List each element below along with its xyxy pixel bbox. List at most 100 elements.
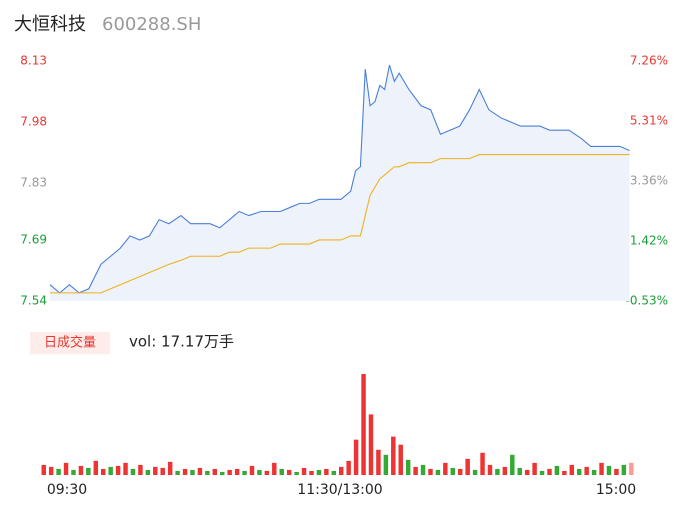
volume-bar xyxy=(420,464,426,475)
y-tick-label: 8.13 xyxy=(20,54,47,68)
volume-bar xyxy=(398,444,403,475)
y2-tick-label: -0.53% xyxy=(626,294,668,308)
volume-bar xyxy=(316,469,322,475)
volume-bar xyxy=(502,466,508,475)
volume-bar xyxy=(405,459,411,475)
volume-bar xyxy=(346,460,351,475)
volume-bar xyxy=(591,469,597,475)
volume-bar xyxy=(279,468,284,475)
y-tick-label: 7.69 xyxy=(20,232,47,246)
volume-bar xyxy=(458,468,463,475)
volume-bar xyxy=(234,468,240,475)
stock-name: 大恒科技 xyxy=(14,14,86,35)
volume-bar xyxy=(443,462,448,475)
volume-bar xyxy=(353,439,359,475)
volume-bar xyxy=(487,464,493,475)
volume-bar xyxy=(286,469,292,475)
volume-bar xyxy=(428,468,433,475)
volume-bar xyxy=(450,467,456,475)
volume-bar xyxy=(495,468,500,475)
y-tick-label: 7.54 xyxy=(20,294,47,308)
volume-bar xyxy=(167,461,173,475)
label-box xyxy=(30,332,110,354)
volume-bar xyxy=(472,469,478,475)
volume-bar xyxy=(78,465,84,475)
volume-bar xyxy=(547,468,552,475)
volume-bar xyxy=(480,452,485,475)
volume-bar xyxy=(153,466,158,475)
volume-bar xyxy=(63,462,69,475)
volume-bar xyxy=(391,436,396,475)
price-line xyxy=(50,154,630,294)
volume-label: 日成交量 xyxy=(44,335,96,351)
y-tick-label: 7.83 xyxy=(20,176,47,190)
volume-bar xyxy=(86,467,91,475)
volume-bar xyxy=(257,469,262,475)
volume-bar xyxy=(220,471,225,475)
volume-bar xyxy=(101,468,106,475)
volume-bar xyxy=(554,465,560,475)
volume-bar xyxy=(524,469,530,475)
volume-bar xyxy=(435,469,441,475)
volume-bar xyxy=(48,466,54,475)
y-tick-label: 7.98 xyxy=(20,115,47,129)
volume-bar xyxy=(145,469,151,475)
x-tick-label: 09:30 xyxy=(47,482,87,498)
volume-bar xyxy=(175,470,180,475)
volume-bar xyxy=(138,464,143,475)
volume-bar xyxy=(413,466,418,475)
x-tick-label: 11:30/13:00 xyxy=(297,482,382,498)
volume-bar xyxy=(264,470,270,475)
y2-tick-label: 5.31% xyxy=(630,114,668,128)
volume-bar xyxy=(93,460,99,475)
volume-bar xyxy=(383,454,389,475)
volume-bar xyxy=(331,470,337,475)
volume-bar xyxy=(197,467,203,475)
volume-bar xyxy=(599,462,604,475)
price-line xyxy=(49,64,630,294)
volume-bar xyxy=(272,462,277,475)
volume-bar xyxy=(614,468,619,475)
volume-bar xyxy=(510,454,515,475)
volume-bar xyxy=(376,449,381,475)
volume-bar xyxy=(539,470,545,475)
volume-text: vol: 17.17万手 xyxy=(129,333,234,351)
price-area xyxy=(50,65,630,301)
volume-bar xyxy=(324,468,329,475)
volume-bar xyxy=(249,465,255,475)
volume-bar xyxy=(569,464,575,475)
volume-bar xyxy=(130,468,136,475)
volume-bar xyxy=(577,468,582,475)
volume-bar xyxy=(465,458,470,475)
y2-tick-label: 7.26% xyxy=(630,54,668,68)
volume-bar xyxy=(621,464,627,475)
volume-bar xyxy=(227,469,232,475)
volume-bar xyxy=(532,462,537,475)
volume-bar xyxy=(205,470,210,475)
volume-bar xyxy=(160,467,165,475)
volume-bar xyxy=(584,466,589,475)
stock-code: 600288.SH xyxy=(102,14,201,35)
volume-bar xyxy=(294,471,299,475)
volume-bar xyxy=(361,374,366,475)
volume-bar xyxy=(339,466,344,475)
y2-tick-label: 3.36% xyxy=(630,174,668,188)
volume-bar xyxy=(301,467,307,475)
y2-tick-label: 1.42% xyxy=(630,233,668,247)
x-tick-label: 15:00 xyxy=(596,482,636,498)
volume-bar xyxy=(108,466,113,475)
volume-bar xyxy=(629,462,634,475)
volume-bar xyxy=(212,468,218,475)
volume-bar xyxy=(182,468,188,475)
volume-bar xyxy=(309,470,314,475)
volume-bar xyxy=(190,469,195,475)
volume-bar xyxy=(242,470,247,475)
volume-bar xyxy=(56,468,61,475)
volume-bar xyxy=(41,464,46,475)
volume-bar xyxy=(123,462,128,475)
volume-bar xyxy=(115,465,121,475)
volume-bar xyxy=(606,465,612,475)
volume-bar xyxy=(562,470,567,475)
